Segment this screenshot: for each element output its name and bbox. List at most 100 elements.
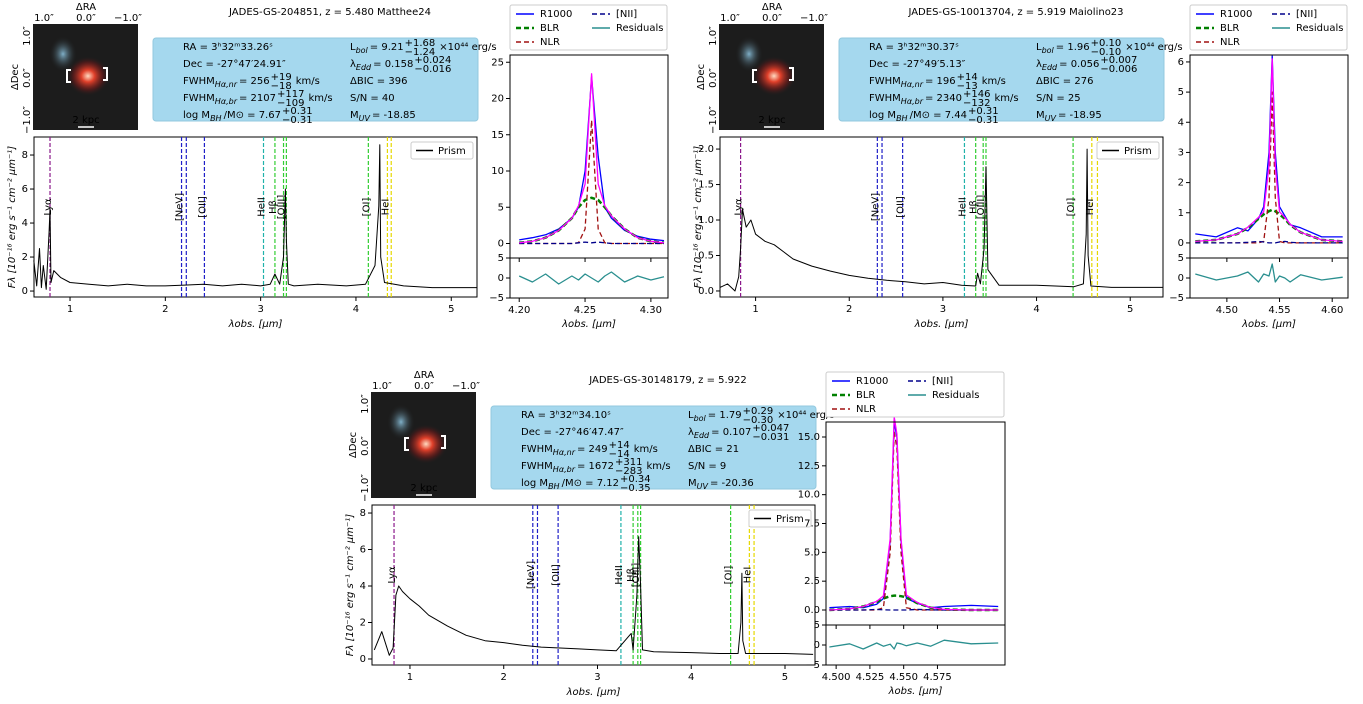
info-line: log MBH/M⊙ = 7.44 bbox=[869, 110, 967, 123]
image-y-tick-label: −1.0″ bbox=[360, 474, 371, 502]
x-tick-label: 3 bbox=[257, 304, 263, 315]
info-err-down: −13 bbox=[957, 81, 978, 92]
y-tick-label: 0.0 bbox=[698, 286, 714, 297]
image-xlabel: ΔRA bbox=[76, 2, 96, 13]
y-tick-label: 5 bbox=[1178, 87, 1184, 98]
emission-line-label: [NeV] bbox=[175, 193, 186, 221]
y-tick-label: 0.5 bbox=[698, 250, 714, 261]
model-line bbox=[519, 76, 665, 242]
info-rest: = 0.107 bbox=[711, 427, 751, 438]
zoom-x-axis-label: λobs. [μm] bbox=[1241, 319, 1296, 330]
plot-frame bbox=[719, 136, 1164, 298]
info-err-down: −109 bbox=[277, 98, 304, 109]
y-tick-label: 5 bbox=[498, 253, 504, 264]
aperture-bracket bbox=[103, 67, 108, 81]
info-line: RA = 3ʰ32ᵐ34.10ˢ bbox=[521, 410, 611, 421]
info-unit: km/s bbox=[982, 76, 1006, 87]
info-text: log M bbox=[521, 478, 548, 489]
y-tick-label: 0.0 bbox=[804, 605, 820, 616]
y-tick-label: 2 bbox=[22, 252, 28, 263]
info-rest: = 196 bbox=[925, 76, 956, 87]
info-rest: = 256 bbox=[239, 76, 270, 87]
legend-label: [NII] bbox=[1296, 9, 1317, 20]
info-rest: = 1.79 bbox=[708, 410, 742, 421]
x-tick-label: 4.525 bbox=[856, 672, 885, 683]
legend-box bbox=[1096, 141, 1160, 160]
info-err-up: +14 bbox=[957, 72, 978, 83]
legend-label: NLR bbox=[1220, 37, 1240, 48]
x-tick-label: 2 bbox=[162, 304, 168, 315]
image-ylabel: ΔDec bbox=[696, 64, 707, 90]
emission-line-label: [OII] bbox=[896, 196, 907, 218]
info-line: Dec = -27°46′47.47″ bbox=[521, 427, 624, 438]
info-text: λ bbox=[350, 59, 356, 70]
emission-line-label: [OII] bbox=[551, 564, 562, 586]
emission-line-label: [OIII] bbox=[277, 195, 288, 220]
info-err-up: +311 bbox=[615, 457, 642, 468]
emission-line-label: [OI] bbox=[1066, 198, 1077, 217]
info-line: log MBH/M⊙ = 7.67 bbox=[183, 110, 281, 123]
legend-label: NLR bbox=[540, 37, 560, 48]
info-rest: /M⊙ = 7.12 bbox=[562, 478, 619, 489]
info-err-down: −18 bbox=[271, 81, 292, 92]
y-tick-label: 0 bbox=[22, 286, 28, 297]
info-text: FWHM bbox=[869, 76, 901, 87]
aperture-bracket bbox=[752, 69, 757, 83]
info-rest: /M⊙ = 7.44 bbox=[910, 110, 967, 121]
cutout-source bbox=[66, 56, 110, 96]
info-text: RA = 3ʰ32ᵐ33.26ˢ bbox=[183, 42, 273, 53]
y-tick-label: 6 bbox=[22, 184, 28, 195]
info-text: FWHM bbox=[869, 93, 901, 104]
info-text: FWHM bbox=[521, 461, 553, 472]
model-line bbox=[519, 119, 664, 245]
info-sub: bol bbox=[694, 414, 707, 423]
x-tick-label: 4.50 bbox=[1216, 305, 1238, 316]
y-tick-label: 2.5 bbox=[804, 576, 820, 587]
info-line: FWHMHα,br = 1672 bbox=[521, 461, 614, 474]
legend-label: [NII] bbox=[932, 376, 953, 387]
cutout-source bbox=[404, 424, 448, 464]
image-y-tick-label: 0.0″ bbox=[22, 68, 33, 88]
info-text: λ bbox=[1036, 59, 1042, 70]
y-tick-label: 15.0 bbox=[798, 432, 820, 443]
y-tick-label: 15 bbox=[491, 130, 504, 141]
spectrum-line bbox=[33, 144, 477, 290]
info-err-down: −0.30 bbox=[743, 415, 774, 426]
y-tick-label: 5 bbox=[814, 620, 820, 631]
info-text: log M bbox=[183, 110, 210, 121]
info-sub: bol bbox=[356, 46, 369, 55]
info-text: FWHM bbox=[521, 444, 553, 455]
y-tick-label: 2 bbox=[360, 617, 366, 628]
info-sub: UV bbox=[359, 114, 371, 123]
info-sub: Hα,nr bbox=[901, 80, 924, 89]
y-tick-label: 10 bbox=[491, 166, 504, 177]
x-tick-label: 4.25 bbox=[574, 305, 596, 316]
model-line bbox=[1195, 58, 1343, 243]
image-x-tick-label: 1.0″ bbox=[720, 13, 740, 24]
y-tick-label: −5 bbox=[805, 660, 820, 671]
info-err-up: +0.024 bbox=[414, 55, 451, 66]
y-tick-label: 8 bbox=[360, 508, 366, 519]
emission-line-label: HeI bbox=[742, 567, 753, 584]
info-line: MUV = -18.95 bbox=[1036, 110, 1102, 123]
model-line bbox=[829, 416, 999, 611]
info-line: MUV = -18.85 bbox=[350, 110, 416, 123]
info-text: Dec = -27°46′47.47″ bbox=[521, 427, 624, 438]
info-text: FWHM bbox=[183, 76, 215, 87]
y-tick-label: 0 bbox=[360, 654, 366, 665]
x-tick-label: 4.550 bbox=[889, 672, 918, 683]
y-tick-label: 5 bbox=[498, 202, 504, 213]
info-text: λ bbox=[688, 427, 694, 438]
image-y-tick-label: −1.0″ bbox=[22, 106, 33, 134]
residual-line bbox=[829, 639, 999, 650]
legend-label: BLR bbox=[856, 390, 875, 401]
info-line: ΔBIC = 396 bbox=[350, 76, 407, 87]
info-err-up: +0.29 bbox=[743, 406, 774, 417]
y-axis-label: Fλ [10⁻¹⁶ erg s⁻¹ cm⁻² μm⁻¹] bbox=[7, 146, 18, 289]
x-tick-label: 4.55 bbox=[1268, 305, 1290, 316]
y-tick-label: 0 bbox=[1178, 238, 1184, 249]
info-rest: = 0.056 bbox=[1059, 59, 1099, 70]
info-sub: BH bbox=[896, 114, 908, 123]
info-unit: km/s bbox=[646, 461, 670, 472]
